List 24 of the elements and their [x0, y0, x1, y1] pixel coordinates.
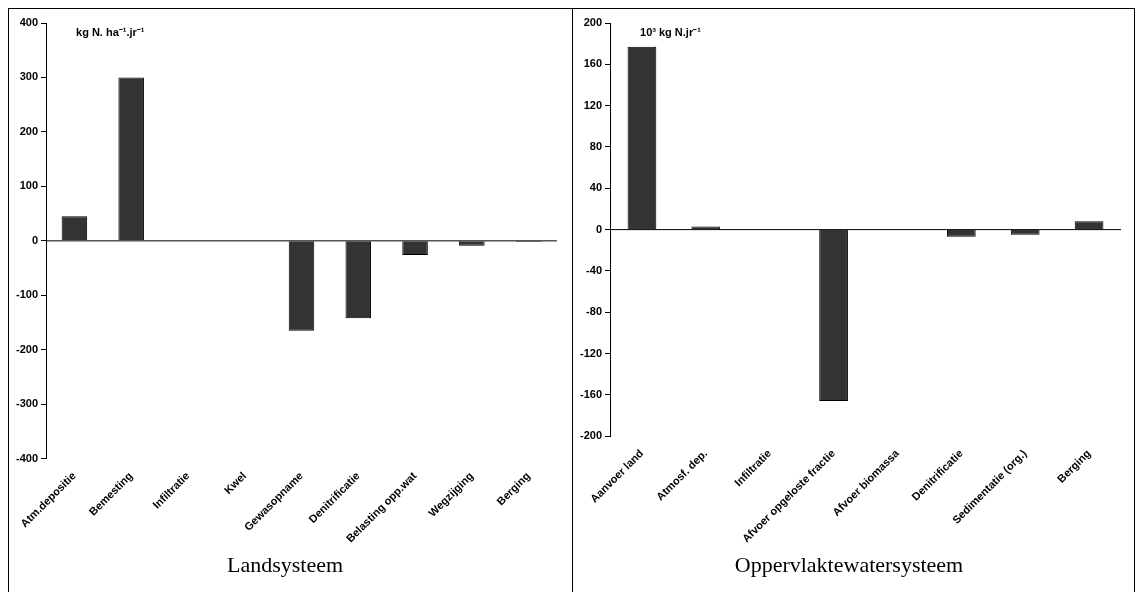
y-tick-label: 300: [19, 70, 39, 83]
y-tick-label: 200: [19, 124, 39, 137]
y-tick-label: -80: [585, 305, 602, 318]
y-tick-label: -200: [15, 342, 39, 355]
y-axis-title: kg N. ha⁻¹.jr⁻¹: [76, 25, 145, 38]
y-tick-label: 80: [589, 140, 602, 152]
y-tick-label: 0: [31, 233, 39, 246]
y-tick-label: -200: [579, 429, 602, 442]
text: Landsysteem: [226, 551, 344, 577]
y-tick-label: -120: [579, 346, 602, 359]
y-tick-label: 40: [589, 181, 602, 194]
y-tick-label: -160: [579, 387, 602, 400]
y-tick-label: 100: [19, 179, 39, 192]
y-tick-label: -100: [15, 288, 39, 301]
y-tick-label: 120: [583, 98, 602, 111]
text: Oppervlaktewatersysteem: [734, 551, 963, 577]
y-tick-label: 400: [19, 16, 39, 29]
y-tick-label: -400: [15, 451, 39, 464]
y-tick-label: -40: [585, 263, 602, 276]
y-tick-label: -300: [15, 397, 39, 410]
y-tick-label: 200: [583, 16, 602, 29]
y-tick-label: 160: [583, 57, 602, 70]
y-tick-label: 0: [595, 222, 602, 235]
y-axis-title: 10³ kg N.jr⁻¹: [639, 25, 701, 38]
